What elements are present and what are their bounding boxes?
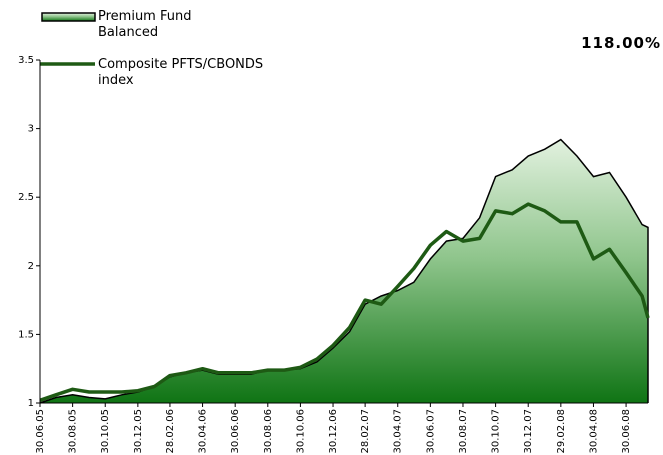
x-tick-label: 30.10.05 (100, 409, 111, 454)
y-tick-label: 1 (28, 398, 34, 409)
x-tick-label: 30.08.07 (458, 409, 469, 454)
x-tick-label: 30.12.06 (328, 409, 339, 454)
x-tick-label: 30.06.06 (230, 409, 241, 454)
x-tick-label: 30.08.06 (263, 409, 274, 454)
y-tick-label: 1.5 (18, 329, 34, 340)
y-tick-label: 3 (28, 124, 34, 135)
legend-entry: Composite PFTS/CBONDS index (98, 57, 264, 88)
y-tick-label: 2 (28, 261, 34, 272)
x-tick-label: 28.02.06 (165, 409, 176, 454)
x-tick-label: 28.02.07 (360, 409, 371, 454)
x-tick-label: 30.06.08 (621, 409, 632, 454)
x-tick-label: 30.12.05 (133, 409, 144, 454)
annotation: 118.00% (581, 34, 661, 52)
area (40, 139, 648, 403)
x-tick-label: 30.06.07 (425, 409, 436, 454)
x-tick-label: 30.08.05 (68, 409, 79, 454)
x-tick-label: 30.10.06 (295, 409, 306, 454)
legend-swatch-area (41, 12, 96, 22)
y-tick-label: 3.5 (18, 55, 34, 66)
x-tick-label: 30.12.07 (523, 409, 534, 454)
x-tick-label: 30.04.08 (588, 409, 599, 454)
y-tick-label: 2.5 (18, 192, 34, 203)
x-tick-label: 30.04.06 (198, 409, 209, 454)
x-tick-label: 30.06.05 (35, 409, 46, 454)
x-tick-label: 30.10.07 (491, 409, 502, 454)
x-tick-label: 29.02.08 (556, 409, 567, 454)
legend-entry: Premium Fund Balanced (98, 9, 192, 40)
line (39, 202, 650, 402)
x-tick-label: 30.04.07 (393, 409, 404, 454)
